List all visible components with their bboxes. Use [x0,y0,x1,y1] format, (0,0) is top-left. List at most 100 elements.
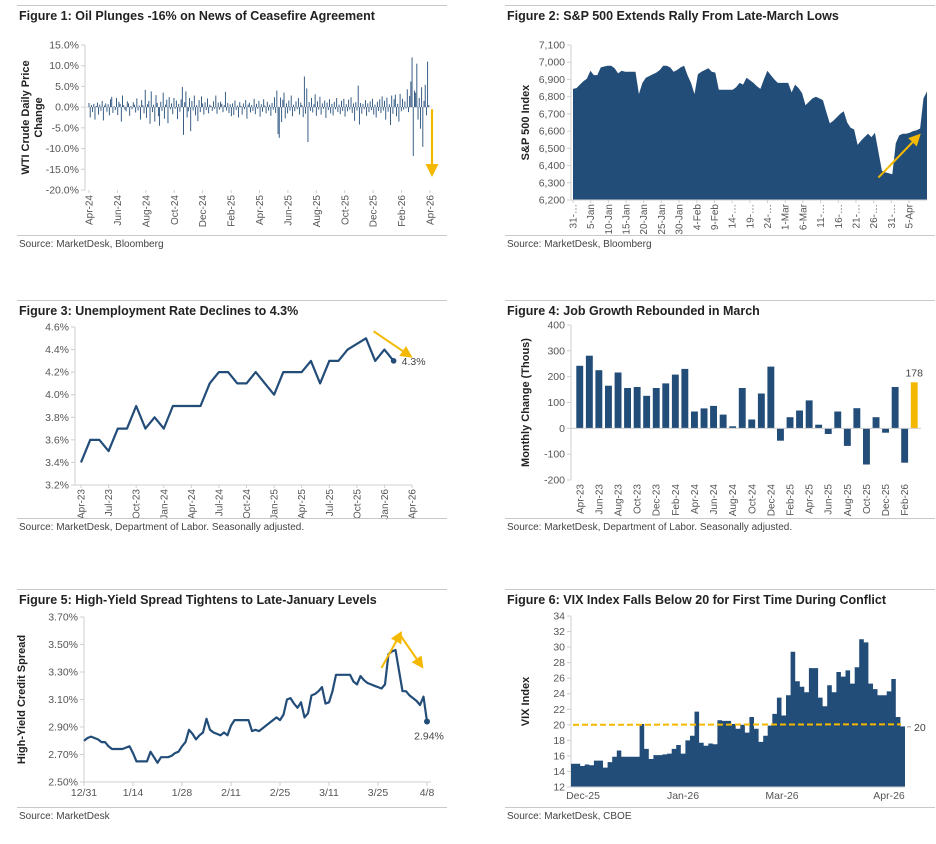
x-tick-label: Aug-24 [728,484,739,517]
figure-6-top-rule [505,589,935,590]
bar-data-label: 178 [905,367,923,379]
y-tick-label: 3.30% [48,667,78,679]
figure-5-top-rule [17,589,447,590]
y-tick-label: 5.0% [55,81,79,93]
x-tick-label: Dec-25 [369,195,380,228]
x-tick-label: Jun-25 [283,195,294,226]
x-tick-label: Jun-25 [824,484,835,515]
payroll-bar [738,388,746,429]
figure-1-panel: Figure 1: Oil Plunges -16% on News of Ce… [17,5,447,255]
tightening-arrow [400,635,424,669]
y-tick-label: 34 [553,611,565,623]
x-tick-label: 20-Jan [639,204,650,235]
payroll-bar [662,383,670,429]
y-tick-label: 22 [553,704,565,716]
x-tick-label: 4/8 [420,787,435,799]
y-tick-label: 0.0% [55,102,79,114]
figure-6-source: Source: MarketDesk, CBOE [507,811,632,822]
x-tick-label: Jan-26 [667,790,699,802]
figure-4-top-rule [505,300,935,301]
x-tick-label: Jul-24 [214,489,225,517]
y-tick-label: 4.0% [45,389,69,401]
x-tick-label: Oct-23 [633,484,644,514]
payroll-bar [767,366,775,429]
y-tick-label: 6,700 [539,108,565,120]
y-axis-title: Change [33,97,45,137]
payroll-bar [719,414,727,429]
y-tick-label: 6,200 [539,195,565,207]
payroll-bar [796,410,803,429]
figure-3-top-rule [17,300,447,301]
y-axis-title: S&P 500 Index [520,84,532,160]
x-tick-label: Dec-25 [881,484,892,517]
payroll-bar [777,428,784,441]
threshold-label: 20 [914,722,926,734]
x-tick-label: 6-Mar [798,203,809,230]
x-tick-label: Jun-24 [709,484,720,515]
x-tick-label: 31-… [887,204,898,228]
x-tick-label: 9-Feb [710,204,721,231]
y-tick-label: 24 [553,688,565,700]
payroll-bar [595,370,603,429]
y-tick-label: 3.10% [48,694,78,706]
y-tick-label: 14 [553,766,565,778]
y-tick-label: 6,900 [539,74,565,86]
x-tick-label: Oct-25 [340,195,351,225]
figure-3-panel: Figure 3: Unemployment Rate Declines to … [17,300,447,540]
payroll-bar [671,374,679,429]
y-tick-label: 0 [559,423,565,435]
figure-3-bottom-rule [17,518,447,519]
x-tick-label: 30-Jan [675,204,686,235]
payroll-bar [891,387,899,429]
y-tick-label: 3.2% [45,480,69,492]
figure-3-source: Source: MarketDesk, Department of Labor.… [19,522,305,533]
x-tick-label: Dec-24 [766,484,777,517]
x-tick-label: Feb-26 [900,484,911,516]
payroll-bar [691,411,698,429]
x-tick-label: 2/11 [221,787,241,799]
x-tick-label: Apr-25 [297,489,308,519]
figure-6-title: Figure 6: VIX Index Falls Below 20 for F… [507,593,886,607]
y-tick-label: -200 [544,475,565,487]
payroll-bar [824,428,832,434]
x-tick-label: Dec-24 [198,195,209,228]
y-tick-label: -10.0% [46,143,79,155]
payroll-bar [681,368,689,429]
payroll-bar [605,385,612,429]
payroll-bar [815,424,823,429]
y-tick-label: 2.90% [48,722,78,734]
figure-5-bottom-rule [17,807,447,808]
y-tick-label: 32 [553,626,565,638]
x-tick-label: 15-Jan [622,204,633,235]
payroll-bar [710,405,717,429]
figure-2-panel: Figure 2: S&P 500 Extends Rally From Lat… [505,5,935,255]
x-tick-label: 21-… [851,204,862,228]
y-axis-title: VIX Index [520,676,532,726]
figure-2-chart: 7,100 7,000 6,900 6,800 6,700 6,600 6,500 6,400… [520,40,927,235]
x-tick-label: Apr-26 [873,790,905,802]
x-tick-label: Jan-26 [380,489,391,520]
figure-1-top-rule [17,5,447,6]
payroll-bar [614,372,622,429]
y-tick-label: 200 [547,371,565,383]
x-tick-label: Apr-26 [426,195,437,225]
payroll-bar [882,428,889,433]
x-tick-label: 5-Apr [905,203,916,228]
x-tick-label: 19-… [745,204,756,228]
x-tick-label: Oct-24 [242,489,253,519]
x-tick-label: 4-Feb [692,204,703,231]
payroll-bar [843,428,851,446]
figure-4-title: Figure 4: Job Growth Rebounded in March [507,304,760,318]
y-tick-label: 2.50% [48,777,78,789]
x-tick-label: 31-… [569,204,580,228]
x-tick-label: 11-… [816,204,827,228]
x-tick-label: 5-Jan [586,204,597,229]
y-tick-label: -15.0% [46,164,79,176]
figure-6-bottom-rule [505,807,935,808]
decline-arrow [373,330,413,358]
end-value-label: 2.94% [414,731,444,743]
x-tick-label: 24-… [763,204,774,228]
end-value-label: 4.3% [402,356,426,368]
x-tick-label: Apr-24 [85,195,96,225]
y-tick-label: 6,800 [539,91,565,103]
